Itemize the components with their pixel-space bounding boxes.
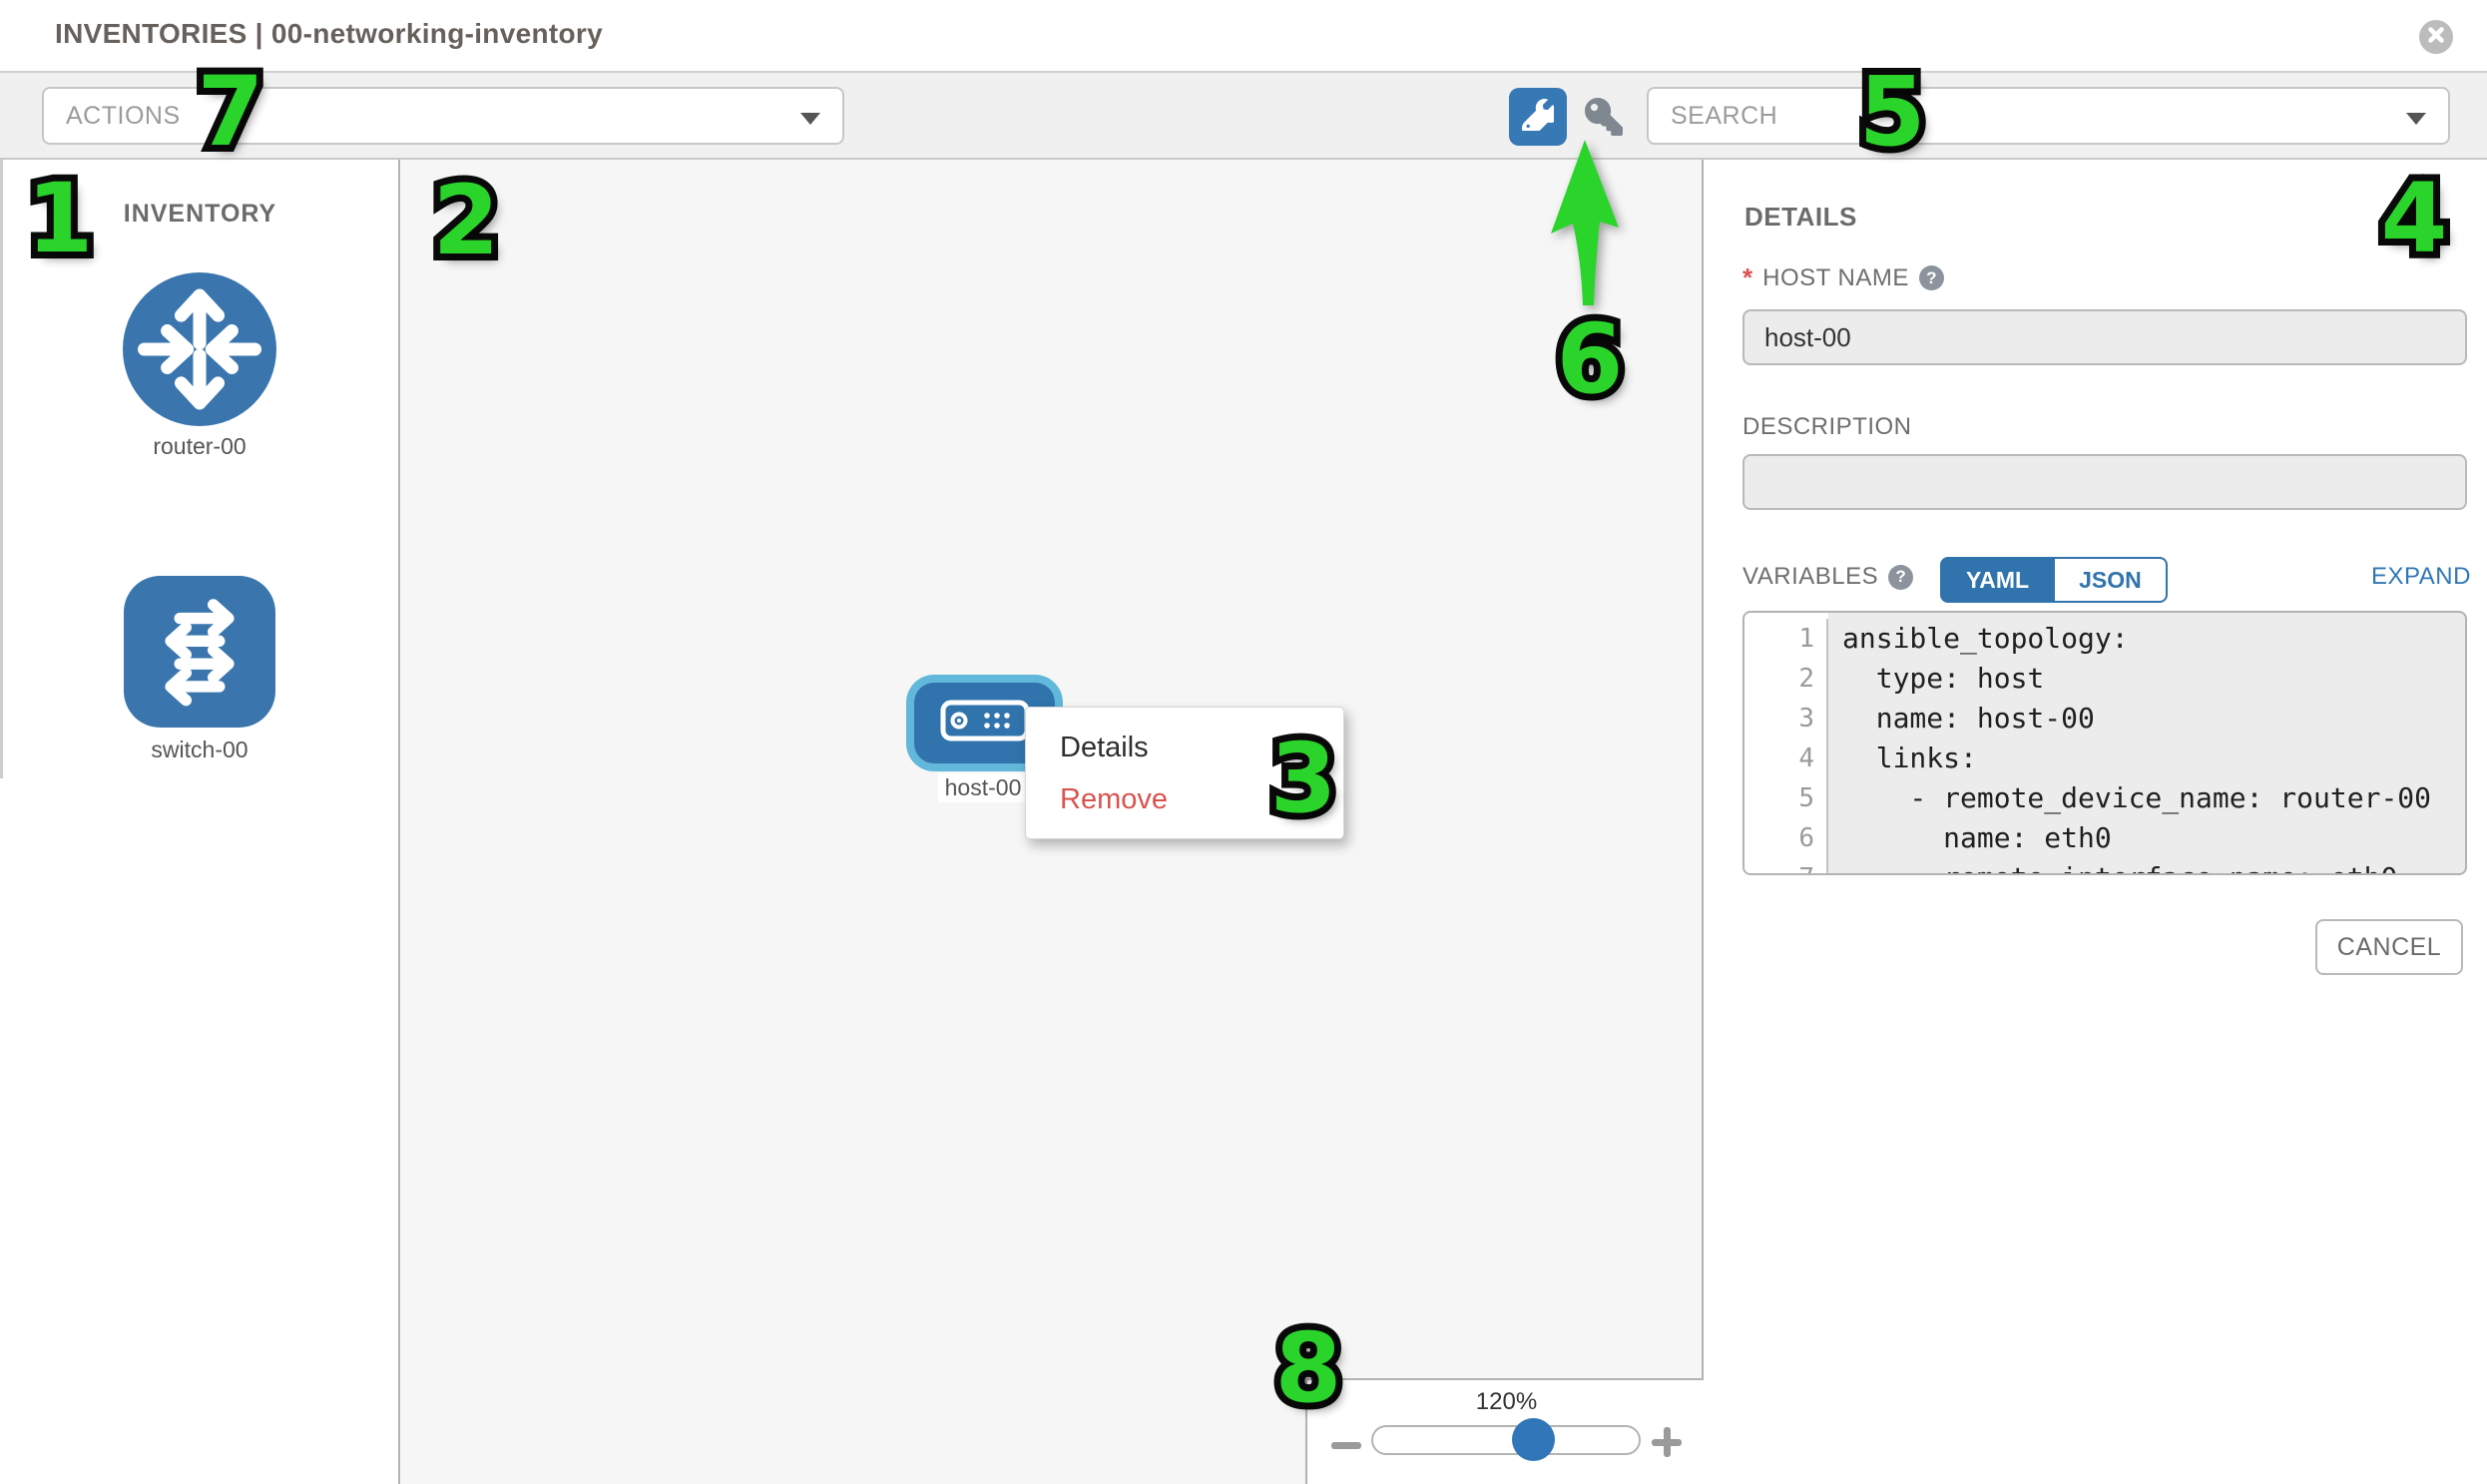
details-panel-title: DETAILS xyxy=(1744,202,1857,232)
annotation-number-5: 5 xyxy=(1852,56,1933,168)
zoom-slider-track[interactable] xyxy=(1371,1418,1641,1461)
search-dropdown[interactable]: SEARCH xyxy=(1647,87,2450,145)
cancel-button[interactable]: CANCEL xyxy=(2315,919,2463,975)
actions-dropdown-label: ACTIONS xyxy=(66,102,181,130)
required-marker: * xyxy=(1742,262,1753,292)
code-line: 1 ansible_topology: xyxy=(1744,619,2465,659)
palette-device-router-label: router-00 xyxy=(153,433,247,459)
description-input[interactable] xyxy=(1742,454,2467,510)
toolbar: ACTIONS SEARCH xyxy=(0,73,2487,160)
plus-icon xyxy=(1664,1427,1671,1457)
code-line-text: type: host xyxy=(1842,662,2045,695)
router-icon xyxy=(123,272,276,430)
details-panel: DETAILS * HOST NAME ? DESCRIPTION VARIAB… xyxy=(1704,160,2487,1484)
toolbar-tools-button[interactable] xyxy=(1509,88,1567,146)
annotation-number-3: 3 xyxy=(1263,723,1344,834)
zoom-control: 120% xyxy=(1305,1378,1704,1484)
close-button[interactable] xyxy=(2419,20,2453,54)
header-bar: INVENTORIES | 00-networking-inventory xyxy=(0,0,2487,73)
node-context-menu: Details Remove xyxy=(1025,707,1344,839)
code-line-text: remote_interface_name: eth0 xyxy=(1828,858,2397,873)
wrench-icon xyxy=(1521,98,1560,137)
annotation-number-7: 7 xyxy=(191,56,271,168)
variables-code-editor[interactable]: 1 ansible_topology: 2 type: host 3 name:… xyxy=(1742,611,2467,875)
zoom-in-button[interactable] xyxy=(1652,1427,1682,1457)
variables-format-toggle: YAML JSON xyxy=(1940,557,2168,603)
close-icon xyxy=(2425,24,2447,51)
code-line: 6 name: eth0 xyxy=(1744,818,2465,858)
code-line-text: name: eth0 xyxy=(1842,821,2112,854)
code-line-text: - remote_device_name: router-00 xyxy=(1842,781,2432,814)
inventory-panel-title: INVENTORY xyxy=(123,200,277,228)
line-number: 4 xyxy=(1744,739,1828,778)
variables-label: VARIABLES xyxy=(1742,563,1879,590)
code-line: 7 remote_interface_name: eth0 xyxy=(1744,858,2465,873)
scrollbar[interactable] xyxy=(0,160,3,778)
line-number: 1 xyxy=(1744,619,1828,659)
zoom-out-button[interactable] xyxy=(1331,1442,1361,1449)
toolbar-key-button[interactable] xyxy=(1581,94,1627,140)
palette-device-switch-label: switch-00 xyxy=(151,737,249,762)
code-line: 5 - remote_device_name: router-00 xyxy=(1744,778,2465,818)
page-title: INVENTORIES | 00-networking-inventory xyxy=(55,18,603,49)
host-name-input[interactable] xyxy=(1742,309,2467,365)
host-name-label: HOST NAME xyxy=(1762,263,1909,291)
caret-down-icon xyxy=(2406,113,2426,125)
host-name-label-row: * HOST NAME ? xyxy=(1742,262,1944,293)
search-dropdown-label: SEARCH xyxy=(1671,102,1778,130)
code-line: 2 type: host xyxy=(1744,659,2465,699)
tab-yaml[interactable]: YAML xyxy=(1940,557,2056,603)
code-line: 3 name: host-00 xyxy=(1744,699,2465,739)
annotation-arrow xyxy=(1551,140,1619,305)
code-line-text: name: host-00 xyxy=(1842,702,2095,735)
canvas-node-host-label: host-00 xyxy=(938,773,1028,802)
annotation-number-2: 2 xyxy=(426,165,507,276)
context-menu-item-remove[interactable]: Remove xyxy=(1060,783,1168,815)
line-number: 3 xyxy=(1744,699,1828,739)
host-icon xyxy=(940,699,1030,747)
question-icon[interactable]: ? xyxy=(1888,564,1914,590)
inventory-panel: INVENTORY router-00 xyxy=(0,160,400,1484)
question-icon[interactable]: ? xyxy=(1918,265,1944,290)
annotation-number-4: 4 xyxy=(2374,163,2455,274)
zoom-percentage: 120% xyxy=(1475,1388,1538,1415)
key-icon xyxy=(1585,98,1623,136)
code-line-text: links: xyxy=(1842,742,1977,774)
context-menu-item-details[interactable]: Details xyxy=(1060,732,1149,763)
annotation-number-6: 6 xyxy=(1550,303,1631,415)
expand-link[interactable]: EXPAND xyxy=(2371,563,2471,590)
caret-down-icon xyxy=(800,113,820,125)
topology-canvas[interactable]: host-00 Details Remove 120% xyxy=(400,160,1704,1484)
switch-icon xyxy=(124,576,275,732)
variables-label-row: VARIABLES ? xyxy=(1742,563,1914,591)
line-number: 5 xyxy=(1744,778,1828,818)
description-label-row: DESCRIPTION xyxy=(1742,413,1912,441)
annotation-number-8: 8 xyxy=(1268,1312,1349,1424)
line-number: 6 xyxy=(1744,818,1828,858)
code-line: 4 links: xyxy=(1744,739,2465,778)
palette-device-switch[interactable] xyxy=(124,576,275,728)
zoom-slider-thumb[interactable] xyxy=(1512,1418,1555,1461)
line-number: 7 xyxy=(1744,858,1828,873)
actions-dropdown[interactable]: ACTIONS xyxy=(42,87,844,145)
code-line-text: ansible_topology: xyxy=(1842,622,2129,655)
tab-json[interactable]: JSON xyxy=(2055,557,2168,603)
description-label: DESCRIPTION xyxy=(1742,413,1912,440)
line-number: 2 xyxy=(1744,659,1828,699)
palette-device-router[interactable] xyxy=(123,272,276,426)
annotation-number-1: 1 xyxy=(20,163,101,274)
